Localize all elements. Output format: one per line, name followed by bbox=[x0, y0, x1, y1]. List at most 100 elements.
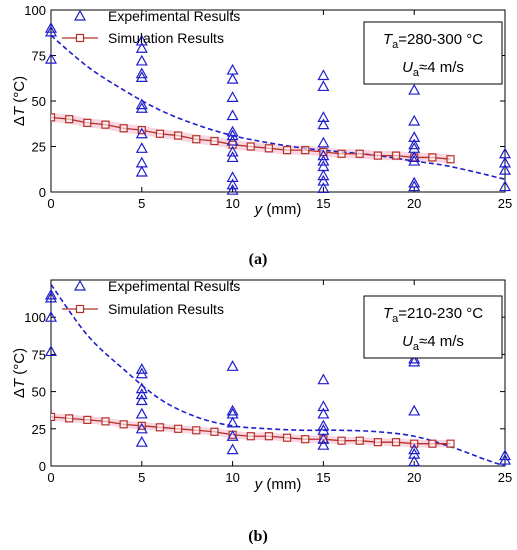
y-tick-label: 25 bbox=[32, 422, 46, 437]
y-tick-label: 25 bbox=[32, 140, 46, 155]
experimental-point bbox=[317, 400, 330, 412]
experimental-point bbox=[226, 430, 239, 441]
simulation-point bbox=[246, 432, 255, 441]
legend-simulation-marker bbox=[75, 33, 85, 43]
simulation-point bbox=[337, 436, 346, 445]
y-tick-label: 75 bbox=[32, 347, 46, 362]
experimental-point bbox=[226, 183, 239, 195]
experimental-point bbox=[135, 156, 148, 168]
experimental-point bbox=[135, 142, 148, 153]
experimental-point bbox=[408, 447, 421, 459]
simulation-point bbox=[210, 427, 219, 436]
simulation-point bbox=[391, 438, 401, 447]
simulation-point bbox=[101, 120, 110, 129]
simulation-point bbox=[337, 149, 346, 158]
experimental-point bbox=[135, 102, 148, 113]
legend: Experimental Results Simulation Results bbox=[62, 8, 240, 46]
experimental-point bbox=[317, 118, 330, 130]
experimental-point bbox=[44, 25, 58, 37]
experimental-point bbox=[226, 178, 239, 190]
simulation-point bbox=[446, 439, 455, 448]
experimental-point bbox=[135, 422, 148, 434]
chart-panel-a: 0 5 10 15 20 25 0 25 50 75 100 y (mm) ΔT (°C) Experim… bbox=[11, 3, 512, 268]
experimental-point bbox=[44, 52, 58, 64]
simulation-point bbox=[373, 151, 382, 160]
experimental-point bbox=[317, 69, 330, 81]
plot-area bbox=[51, 283, 505, 466]
experimental-point bbox=[317, 149, 330, 161]
simulation-band bbox=[51, 413, 451, 448]
annotation-temperature: Ta=280-300 °C bbox=[383, 31, 483, 51]
x-tick-label: 20 bbox=[407, 470, 421, 485]
experimental-point bbox=[135, 41, 148, 53]
experimental-point bbox=[408, 443, 421, 455]
simulation-band bbox=[51, 112, 451, 164]
experimental-point bbox=[135, 34, 148, 46]
chart-panel-b: 0 5 10 15 20 25 0 25 50 75 100 y (mm) ΔT (°C) Experim… bbox=[11, 278, 512, 545]
simulation-point bbox=[428, 153, 437, 162]
y-tick-label: 100 bbox=[24, 310, 46, 325]
experimental-point bbox=[226, 145, 239, 157]
simulation-point bbox=[119, 420, 128, 429]
experimental-point bbox=[408, 142, 421, 153]
simulation-point bbox=[101, 417, 110, 426]
experimental-point bbox=[226, 129, 239, 141]
panel-label: (a) bbox=[249, 251, 268, 268]
simulation-point bbox=[65, 414, 74, 423]
simulation-point bbox=[137, 421, 146, 430]
simulation-point bbox=[301, 435, 310, 444]
legend-simulation-marker bbox=[75, 304, 85, 314]
y-tick-label: 0 bbox=[39, 459, 46, 474]
simulation-point bbox=[174, 131, 183, 140]
simulation-point bbox=[65, 115, 74, 124]
simulation-point bbox=[192, 135, 201, 144]
experimental-point bbox=[408, 176, 421, 188]
simulation-point bbox=[83, 415, 92, 424]
legend-experimental-marker bbox=[73, 9, 87, 21]
legend-experimental-label: Experimental Results bbox=[108, 8, 240, 24]
simulation-point bbox=[192, 426, 201, 435]
fit-curve bbox=[51, 283, 505, 466]
experimental-point bbox=[135, 165, 148, 177]
experimental-point bbox=[317, 432, 330, 444]
experimental-point bbox=[408, 455, 421, 467]
y-tick-label: 0 bbox=[39, 185, 46, 200]
x-axis-label: y (mm) bbox=[254, 201, 302, 218]
experimental-point bbox=[317, 154, 330, 166]
experimental-point bbox=[135, 71, 148, 82]
simulation-point bbox=[355, 149, 364, 158]
experimental-point bbox=[44, 21, 58, 33]
experimental-point bbox=[317, 111, 330, 122]
experimental-point bbox=[408, 151, 421, 163]
experimental-point bbox=[408, 138, 421, 150]
legend-simulation-label: Simulation Results bbox=[108, 30, 224, 46]
experimental-point bbox=[135, 388, 148, 400]
experimental-point bbox=[226, 63, 239, 75]
experimental-point bbox=[226, 134, 239, 146]
simulation-point bbox=[373, 438, 382, 447]
experimental-point bbox=[226, 171, 239, 183]
y-axis-label: ΔT (°C) bbox=[11, 348, 28, 398]
legend: Experimental Results Simulation Results bbox=[62, 278, 240, 317]
experimental-point bbox=[498, 453, 512, 465]
legend-simulation-label: Simulation Results bbox=[108, 301, 224, 317]
simulation-point bbox=[282, 433, 292, 442]
annotation-box: Ta=210-230 °C Ua≈4 m/s bbox=[363, 295, 503, 359]
experimental-point bbox=[317, 438, 330, 450]
simulation-point bbox=[51, 113, 56, 122]
y-tick-label: 75 bbox=[32, 49, 46, 64]
experimental-point bbox=[135, 67, 148, 79]
simulation-point bbox=[119, 124, 128, 133]
x-tick-label: 25 bbox=[498, 196, 512, 211]
experimental-point bbox=[226, 360, 239, 371]
simulation-point bbox=[391, 151, 401, 160]
experimental-point bbox=[498, 180, 512, 192]
x-tick-label: 0 bbox=[47, 196, 54, 211]
experimental-point bbox=[317, 407, 330, 419]
simulation-point bbox=[246, 142, 255, 151]
x-tick-label: 5 bbox=[138, 470, 145, 485]
experimental-point bbox=[226, 72, 239, 84]
experimental-point bbox=[317, 419, 330, 431]
x-tick-label: 0 bbox=[47, 470, 54, 485]
